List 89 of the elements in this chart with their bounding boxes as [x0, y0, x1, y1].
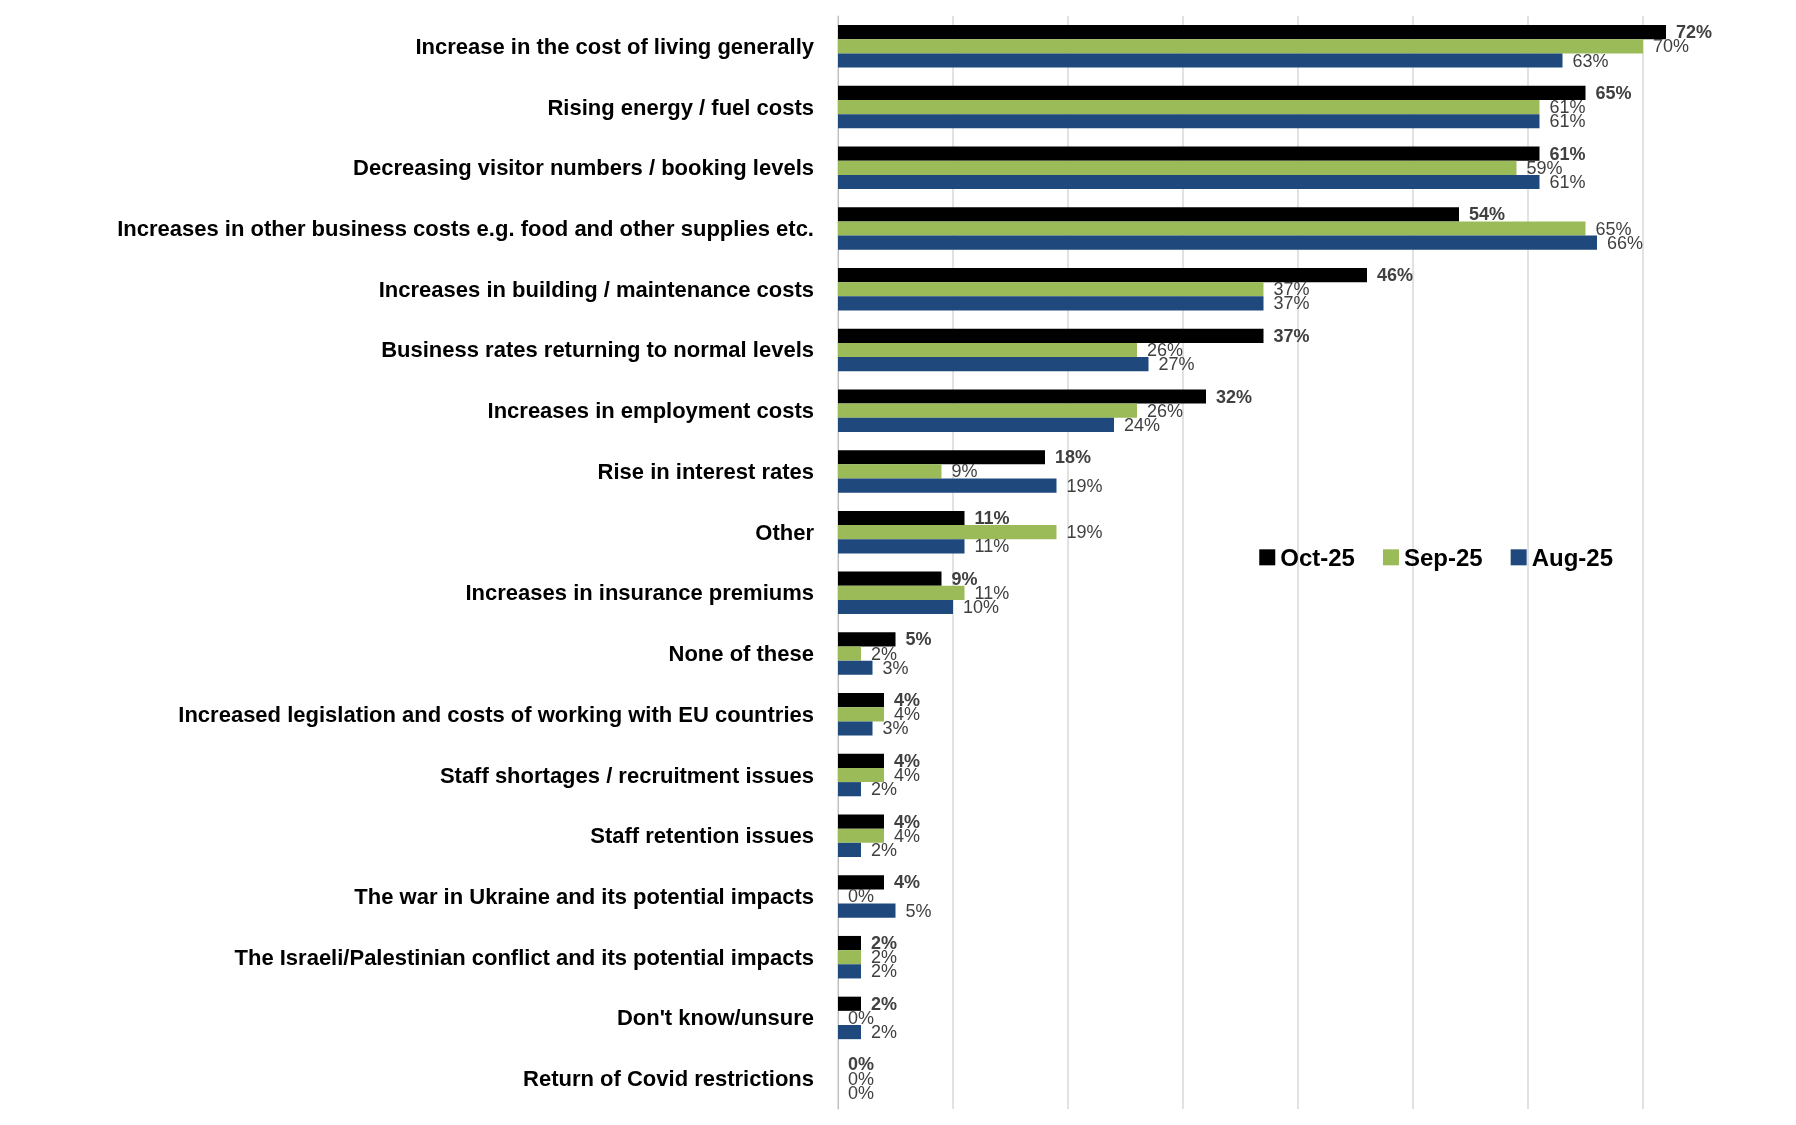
bar [838, 478, 1057, 493]
data-label: 11% [974, 507, 1010, 528]
bar [838, 875, 884, 890]
y-tick-label: Staff shortages / recruitment issues [439, 762, 814, 788]
y-tick-label: Increases in employment costs [487, 398, 814, 424]
bar [838, 693, 884, 708]
bar [838, 1025, 861, 1040]
bar [838, 403, 1137, 418]
bar [838, 114, 1540, 129]
legend-label: Sep-25 [1403, 543, 1483, 571]
bar [838, 828, 884, 843]
y-tick-label: Increase in the cost of living generally [415, 33, 815, 59]
data-label: 2% [871, 993, 898, 1014]
bar [838, 599, 953, 615]
y-tick-label: Staff retention issues [590, 823, 814, 849]
bar [838, 174, 1540, 190]
bar [838, 146, 1540, 161]
bar [838, 996, 861, 1011]
bar [838, 964, 861, 979]
bar [838, 525, 1057, 540]
bar [838, 660, 873, 675]
bar [838, 53, 1563, 68]
data-label: 65% [1595, 82, 1632, 103]
bar [838, 950, 861, 965]
bar [838, 539, 965, 554]
y-tick-label: Rising energy / fuel costs [547, 94, 814, 120]
bar [838, 571, 942, 586]
y-tick-label: Don't know/unsure [616, 1005, 814, 1031]
bar [838, 646, 861, 661]
bar [838, 903, 896, 918]
y-tick-label: Business rates returning to normal levels [381, 337, 814, 363]
bar [838, 235, 1597, 250]
bar [838, 39, 1643, 54]
data-label: 5% [905, 629, 932, 650]
data-label: 18% [1055, 447, 1092, 468]
y-tick-label: The Israeli/Palestinian conflict and its potential impacts [234, 944, 814, 970]
legend-label: Aug-25 [1531, 543, 1613, 571]
legend-label: Oct-25 [1280, 543, 1355, 571]
bar [838, 464, 942, 479]
data-label: 19% [1066, 475, 1103, 496]
data-label: 0% [848, 886, 875, 907]
bar [838, 585, 965, 600]
bar [838, 296, 1264, 311]
bar [838, 782, 861, 797]
data-label: 4% [894, 872, 921, 893]
bar [838, 357, 1149, 372]
bar [838, 160, 1517, 175]
bar [838, 450, 1045, 465]
data-label: 54% [1469, 204, 1506, 225]
y-tick-label: Increased legislation and costs of working with EU countries [178, 701, 814, 727]
y-tick-label: None of these [668, 641, 814, 667]
data-label: 19% [1066, 522, 1103, 543]
data-label: 2% [871, 779, 898, 800]
bar [838, 814, 884, 829]
bar [838, 342, 1137, 358]
bar [838, 221, 1586, 236]
bar [838, 268, 1367, 283]
y-tick-label: Decreasing visitor numbers / booking levels [353, 155, 814, 181]
bar [838, 707, 884, 722]
bar [838, 282, 1264, 297]
bar [838, 25, 1666, 40]
bar [838, 767, 884, 783]
y-tick-label: Increases in building / maintenance costs [378, 276, 814, 302]
bar [838, 510, 965, 526]
data-label: 46% [1377, 265, 1414, 286]
y-tick-label: Rise in interest rates [597, 458, 814, 484]
data-label: 9% [951, 461, 978, 482]
bar [838, 389, 1206, 404]
data-label: 32% [1216, 386, 1253, 407]
bar [838, 328, 1264, 343]
bar [838, 207, 1459, 222]
bar [838, 721, 873, 736]
y-tick-label: Return of Covid restrictions [523, 1066, 814, 1092]
bar [838, 842, 861, 857]
data-label: 37% [1273, 325, 1310, 346]
data-label: 11% [974, 536, 1010, 557]
y-tick-label: Increases in other business costs e.g. food and other supplies etc. [117, 216, 814, 242]
data-label: 63% [1572, 50, 1609, 71]
data-label: 5% [905, 900, 932, 921]
bar [838, 85, 1586, 100]
bar [838, 753, 884, 768]
bar [838, 935, 861, 951]
y-tick-label: The war in Ukraine and its potential impacts [354, 883, 814, 909]
data-label: 2% [871, 839, 898, 860]
bar [838, 100, 1540, 115]
bar [838, 417, 1114, 432]
bar [838, 632, 896, 647]
y-tick-label: Increases in insurance premiums [465, 580, 814, 606]
y-tick-label: Other [755, 519, 815, 545]
